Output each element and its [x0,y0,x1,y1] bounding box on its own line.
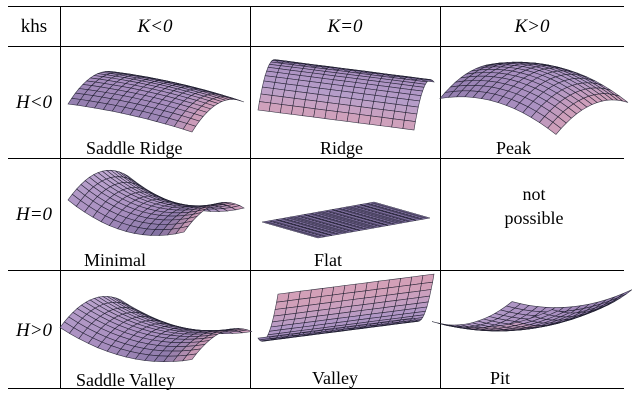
cell-pit: Pit [431,274,632,388]
ridge-surface [257,59,435,131]
cell-peak: Peak [439,50,629,158]
mesh-patch [369,115,383,127]
mesh-patch [268,102,283,114]
caption-ridge: Ridge [320,138,363,158]
pit-surface [431,289,632,332]
surface-type-table: khs K<0 K=0 K>0 H<0 H=0 H>0 Saddle Ridge… [8,6,632,390]
caption-saddle-valley: Saddle Valley [76,370,176,390]
cell-ridge: Ridge [254,50,438,158]
caption-peak: Peak [496,138,531,158]
caption-not-possible: not possible [444,182,624,230]
row-rule-1 [8,158,624,159]
mesh-patch [302,106,316,118]
mesh-patch [231,97,245,103]
column-rule-1 [250,6,251,388]
cell-valley: Valley [254,273,438,388]
table-top-rule [8,6,624,7]
cell-not-possible: not possible [444,162,624,268]
not-possible-line-2: possible [504,208,564,228]
mesh-patch [313,108,327,119]
mesh-patch [346,112,361,124]
mesh-patch [439,91,455,99]
peak-surface [439,61,629,135]
column-rule-0 [60,6,61,388]
row-label-h-negative: H<0 [15,92,53,113]
row-rule-2 [8,270,624,271]
mesh-patch [480,328,495,331]
mesh-patch [257,101,271,112]
cell-saddle-valley: Saddle Valley [59,274,253,390]
mesh-patch [380,116,394,128]
mesh-patch [614,94,629,103]
mesh-patch [279,104,294,115]
mesh-patch [314,235,326,239]
column-header-k-negative: K<0 [137,16,173,37]
cell-flat: Flat [254,162,438,270]
mesh-patch [402,119,416,131]
column-header-k-zero: K=0 [327,16,363,37]
mesh-patch [260,339,274,342]
not-possible-line-1: not [522,184,546,204]
mesh-patch [291,105,305,117]
row-label-h-positive: H>0 [15,320,53,341]
mesh-patch [206,208,221,212]
mesh-patch [163,355,179,363]
cell-saddle-ridge: Saddle Ridge [64,50,248,158]
table-bottom-rule [8,388,624,389]
flat-surface [261,201,431,239]
mesh-patch [335,111,349,122]
cell-minimal: Minimal [64,162,248,270]
saddle-valley-surface [59,296,253,363]
header-rule [8,46,624,47]
row-label-h-zero: H=0 [15,204,53,225]
mesh-patch [357,114,372,125]
caption-minimal: Minimal [84,250,146,270]
valley-surface [257,273,435,342]
mesh-patch [547,121,562,135]
corner-label: khs [20,16,48,37]
mesh-patch [150,229,164,236]
column-rule-2 [440,6,441,388]
caption-saddle-ridge: Saddle Ridge [86,138,183,158]
mesh-patch [420,78,435,83]
caption-flat: Flat [314,250,343,270]
mesh-patch [391,118,405,129]
mesh-patch [182,123,197,133]
mesh-patch [324,109,338,121]
caption-pit: Pit [490,368,511,388]
column-header-k-positive: K>0 [514,16,550,37]
minimal-surface [67,169,245,236]
saddle-ridge-surface [67,70,245,133]
caption-valley: Valley [312,368,358,388]
